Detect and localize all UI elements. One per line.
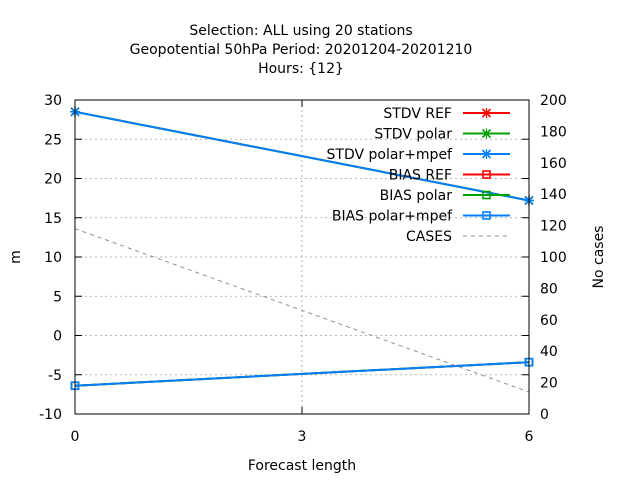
y-tick-label: 0 bbox=[53, 329, 62, 345]
series-cases bbox=[74, 228, 530, 393]
legend-label: BIAS polar+mpef bbox=[332, 209, 453, 225]
y2-tick-label: 20 bbox=[540, 376, 558, 392]
y2-tick-label: 200 bbox=[540, 93, 567, 109]
legend-label: BIAS REF bbox=[389, 168, 452, 184]
data-point bbox=[482, 170, 491, 179]
y2-axis-label: No cases bbox=[591, 226, 607, 289]
y-tick-label: 5 bbox=[53, 289, 62, 305]
series-bias-polar-mpef bbox=[70, 357, 534, 391]
y2-tick-label: 180 bbox=[540, 124, 567, 140]
y2-tick-label: 160 bbox=[540, 156, 567, 172]
y-tick-label: -5 bbox=[48, 368, 62, 384]
x-tick-label: 0 bbox=[71, 429, 80, 445]
y-tick-label: 30 bbox=[44, 93, 62, 109]
y-tick-label: -10 bbox=[39, 407, 62, 423]
legend-entry: BIAS polar bbox=[380, 188, 510, 204]
legend-entry: BIAS REF bbox=[389, 168, 510, 184]
y2-tick-label: 120 bbox=[540, 219, 567, 235]
tick-labels: -10-505101520253002040608010012014016018… bbox=[39, 93, 567, 445]
legend-label: BIAS polar bbox=[380, 188, 453, 204]
legend-entry: STDV polar bbox=[374, 127, 510, 143]
series-line bbox=[74, 110, 530, 202]
legend-entry: CASES bbox=[406, 229, 510, 245]
y2-tick-label: 140 bbox=[540, 187, 567, 203]
y2-tick-label: 80 bbox=[540, 281, 558, 297]
y2-tick-label: 0 bbox=[540, 407, 549, 423]
legend-label: CASES bbox=[406, 229, 452, 245]
legend-entry: STDV REF bbox=[383, 106, 510, 122]
y2-tick-label: 60 bbox=[540, 313, 558, 329]
grid-lines bbox=[75, 100, 529, 414]
legend-label: STDV polar bbox=[374, 127, 452, 143]
series-line bbox=[74, 361, 530, 387]
plot-frame bbox=[74, 99, 530, 415]
series-line bbox=[74, 228, 530, 393]
chart-title: Selection: ALL using 20 stations Geopoten… bbox=[130, 23, 473, 77]
series-layer bbox=[70, 106, 534, 393]
legend: STDV REF STDV polar STDV polar+mpef BIAS RE… bbox=[327, 106, 510, 245]
x-axis-label: Forecast length bbox=[248, 458, 356, 474]
y2-tick-label: 100 bbox=[540, 250, 567, 266]
title-line: Geopotential 50hPa Period: 20201204-2020… bbox=[130, 42, 473, 58]
y-tick-label: 10 bbox=[44, 250, 62, 266]
y2-tick-label: 40 bbox=[540, 344, 558, 360]
legend-label: STDV REF bbox=[383, 106, 452, 122]
y-axis-label: m bbox=[8, 250, 24, 264]
legend-entry: BIAS polar+mpef bbox=[332, 209, 510, 225]
data-point bbox=[482, 211, 491, 220]
legend-label: STDV polar+mpef bbox=[327, 147, 454, 163]
x-tick-label: 6 bbox=[525, 429, 534, 445]
y-tick-label: 20 bbox=[44, 172, 62, 188]
x-tick-label: 3 bbox=[298, 429, 307, 445]
data-point bbox=[482, 190, 491, 200]
title-line: Selection: ALL using 20 stations bbox=[189, 23, 412, 39]
title-line: Hours: {12} bbox=[258, 61, 344, 77]
y-tick-label: 25 bbox=[44, 132, 62, 148]
y-tick-label: 15 bbox=[44, 211, 62, 227]
legend-entry: STDV polar+mpef bbox=[327, 147, 510, 163]
